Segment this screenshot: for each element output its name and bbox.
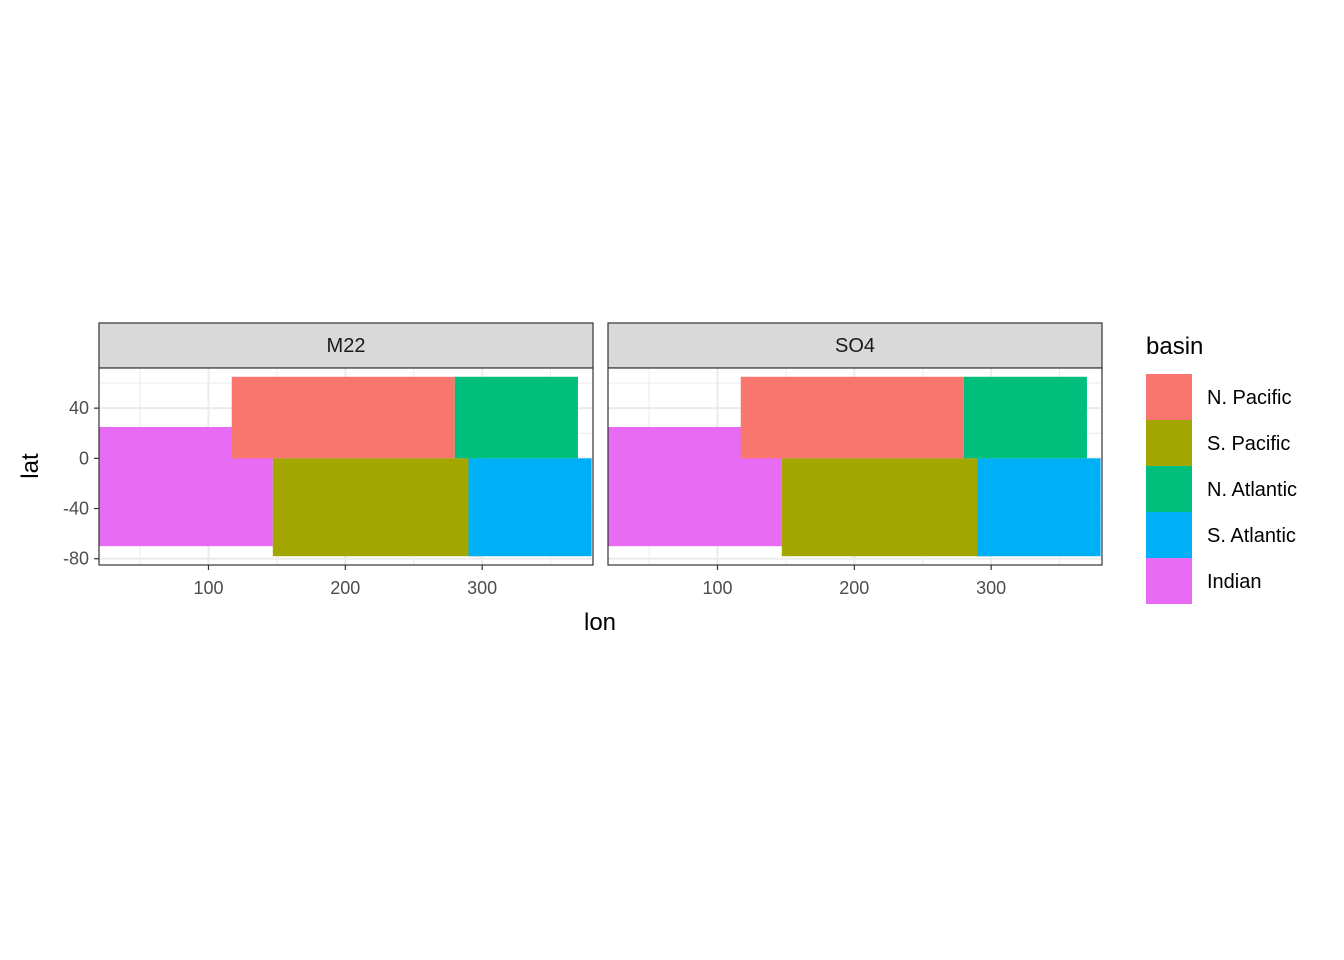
strip-label-so4: SO4 [835, 335, 875, 357]
region-n-atlantic [454, 376, 578, 459]
region-n-atlantic [963, 376, 1087, 459]
region-s-pacific [272, 458, 483, 557]
y-tick-label: 0 [79, 448, 89, 468]
x-tick-label: 200 [839, 578, 869, 598]
legend-label-s-atlantic: S. Atlantic [1207, 525, 1296, 547]
x-axis-ticks: 100 200 300 [193, 565, 497, 598]
x-tick-label: 300 [976, 578, 1006, 598]
legend-label-n-pacific: N. Pacific [1207, 387, 1291, 409]
legend-entries: N. Pacific S. Pacific N. Atlantic S. Atlant… [1146, 374, 1297, 604]
y-tick-label: 40 [69, 398, 89, 418]
legend-label-n-atlantic: N. Atlantic [1207, 479, 1297, 501]
legend: basin N. Pacific S. Pacific N. Atlantic S. … [1146, 333, 1297, 604]
region-n-pacific [231, 376, 455, 459]
legend-label-s-pacific: S. Pacific [1207, 433, 1290, 455]
region-s-atlantic [977, 458, 1101, 557]
panel-border [98, 367, 594, 566]
strip-label-m22: M22 [327, 335, 366, 357]
legend-key-n-pacific [1146, 374, 1192, 420]
x-tick-label: 100 [193, 578, 223, 598]
legend-key-s-atlantic [1146, 512, 1192, 558]
legend-key-n-atlantic [1146, 466, 1192, 512]
legend-key-indian [1146, 558, 1192, 604]
x-tick-label: 100 [702, 578, 732, 598]
panel-border [607, 367, 1103, 566]
region-s-pacific [781, 458, 992, 557]
legend-label-indian: Indian [1207, 571, 1262, 593]
legend-key-s-pacific [1146, 420, 1192, 466]
y-tick-label: -40 [63, 499, 89, 519]
strip-background [98, 322, 594, 369]
basin-regions [608, 376, 1101, 557]
x-tick-label: 200 [330, 578, 360, 598]
y-tick-label: -80 [63, 549, 89, 569]
y-axis-title: lat [17, 453, 44, 479]
x-axis-ticks: 100 200 300 [702, 565, 1006, 598]
y-axis-ticks: 40 0 -40 -80 [63, 398, 99, 569]
x-tick-label: 300 [467, 578, 497, 598]
legend-title: basin [1146, 333, 1203, 360]
region-n-pacific [740, 376, 964, 459]
facet-panel-so4: SO4 100 200 300 [607, 322, 1103, 598]
facet-panel-m22: M22 100 200 300 [98, 322, 594, 598]
basin-regions [99, 376, 592, 557]
region-s-atlantic [468, 458, 592, 557]
x-axis-title: lon [584, 609, 616, 636]
